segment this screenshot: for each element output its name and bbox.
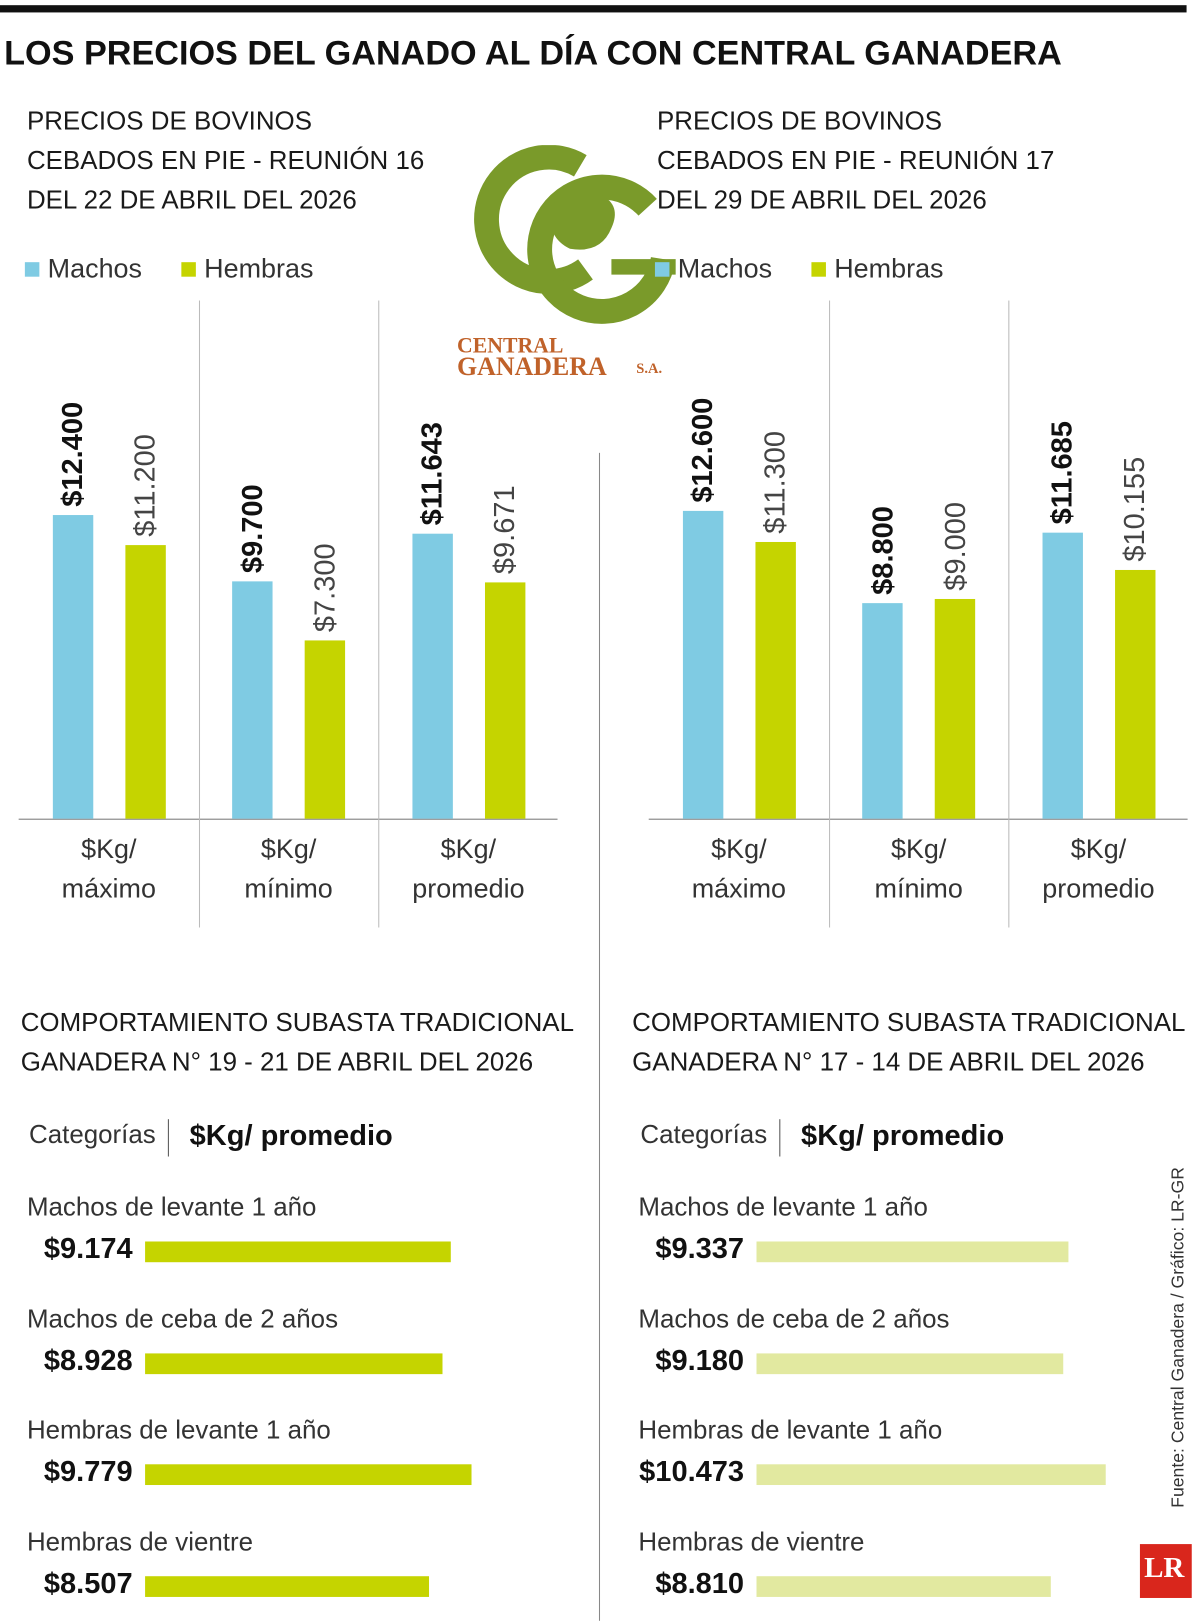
legend-label: Machos — [677, 252, 773, 284]
bar — [145, 1575, 429, 1597]
baseline — [18, 818, 558, 820]
separator — [378, 300, 380, 928]
bar — [1041, 532, 1083, 819]
value-label: $12.400 — [55, 402, 89, 508]
logo-line1: CENTRAL — [457, 332, 564, 358]
value-label: $11.643 — [415, 422, 448, 526]
chart-title: COMPORTAMIENTO SUBASTA TRADICIONAL GANAD… — [632, 1008, 1185, 1077]
legend-label: Hembras — [834, 252, 944, 284]
category-label: $Kg/ mínimo — [874, 833, 963, 904]
category-label: Machos de levante 1 año — [26, 1192, 317, 1222]
value-label: $10.155 — [1118, 457, 1151, 563]
category-label: $Kg/ mínimo — [244, 833, 333, 904]
header-divider — [779, 1119, 781, 1157]
value-label: $8.928 — [43, 1343, 133, 1376]
value-label: $7.300 — [308, 543, 341, 632]
bar — [145, 1352, 443, 1374]
value-label: $11.685 — [1045, 421, 1078, 525]
category-label: $Kg/ máximo — [691, 833, 787, 904]
separator — [1008, 300, 1010, 928]
value-label: $8.810 — [655, 1566, 745, 1599]
category-label: Hembras de levante 1 año — [638, 1415, 943, 1445]
brand-badge — [1139, 1544, 1192, 1598]
bar — [756, 1575, 1051, 1597]
category-label: Hembras de levante 1 año — [26, 1415, 331, 1445]
legend-label: Hembras — [204, 252, 314, 284]
bar — [411, 533, 453, 819]
value-label: $8.800 — [865, 506, 898, 596]
value-label: $9.779 — [43, 1454, 133, 1488]
center-divider — [598, 452, 601, 1621]
column-header: $Kg/ promedio — [801, 1119, 1005, 1152]
column-header: $Kg/ promedio — [189, 1119, 393, 1152]
bar — [304, 640, 346, 819]
chart-title: PRECIOS DE BOVINOS CEBADOS EN PIE - REUN… — [26, 106, 425, 215]
bar — [1114, 570, 1155, 819]
separator — [198, 300, 200, 928]
value-label: $8.507 — [43, 1566, 133, 1599]
value-label: $9.671 — [488, 485, 521, 574]
bar — [682, 510, 723, 819]
bar — [145, 1241, 452, 1263]
bar — [756, 1352, 1063, 1374]
value-label: $11.300 — [758, 431, 791, 535]
source: Fuente: Central Ganadera / Gráfico: LR-G… — [1167, 1167, 1188, 1508]
category-label: $Kg/ promedio — [1042, 833, 1155, 904]
chart-title: PRECIOS DE BOVINOS CEBADOS EN PIE - REUN… — [657, 106, 1055, 215]
separator — [828, 300, 830, 928]
bar — [52, 515, 93, 819]
chart-title: COMPORTAMIENTO SUBASTA TRADICIONAL GANAD… — [20, 1008, 574, 1077]
logo-suffix: S.A. — [636, 361, 663, 378]
logo-line2: GANADERA — [457, 353, 607, 382]
bar — [862, 603, 903, 819]
value-label: $9.700 — [235, 484, 268, 574]
legend-swatch — [181, 262, 196, 277]
legend-swatch — [654, 262, 670, 277]
column-header: Categorías — [640, 1120, 768, 1150]
main-title: LOS PRECIOS DEL GANADO AL DÍA CON CENTRA… — [4, 33, 1062, 72]
bar — [232, 581, 273, 819]
header-divider — [167, 1119, 169, 1157]
category-label: Machos de levante 1 año — [638, 1192, 928, 1222]
value-label: $9.180 — [655, 1343, 745, 1376]
value-label: $9.337 — [655, 1232, 745, 1265]
bar — [934, 598, 976, 819]
legend-swatch — [24, 262, 40, 277]
bar — [484, 582, 525, 819]
legend-swatch — [811, 262, 826, 277]
category-label: $Kg/ promedio — [412, 833, 525, 904]
bar — [756, 1464, 1106, 1486]
column-header: Categorías — [29, 1120, 156, 1150]
baseline — [648, 818, 1188, 820]
category-label: Machos de ceba de 2 años — [26, 1304, 339, 1334]
bar — [756, 1241, 1069, 1263]
category-label: $Kg/ máximo — [61, 833, 156, 904]
value-label: $10.473 — [639, 1454, 745, 1488]
bar — [145, 1464, 472, 1486]
value-label: $9.000 — [938, 501, 971, 591]
value-label: $11.200 — [128, 433, 161, 537]
legend-label: Machos — [47, 252, 143, 284]
top-rule — [0, 5, 1187, 13]
brand: LR — [1144, 1552, 1185, 1585]
category-label: Hembras de vientre — [26, 1526, 254, 1557]
value-label: $12.600 — [686, 397, 719, 503]
category-label: Machos de ceba de 2 años — [638, 1304, 950, 1334]
bar — [754, 542, 796, 819]
bar — [124, 544, 166, 819]
logo-mark — [474, 145, 676, 324]
value-label: $9.174 — [43, 1232, 133, 1265]
category-label: Hembras de vientre — [638, 1526, 865, 1557]
